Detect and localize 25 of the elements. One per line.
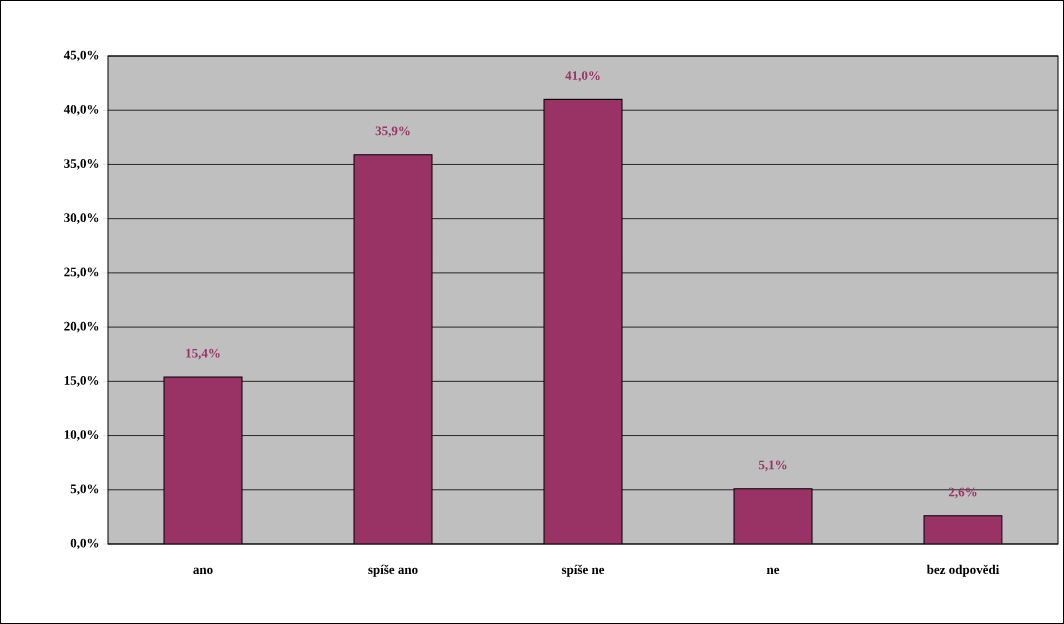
y-tick-label: 40,0% xyxy=(63,104,99,116)
data-label: 15,4% xyxy=(186,348,220,360)
bar xyxy=(163,376,243,544)
y-tick-label: 30,0% xyxy=(64,213,99,224)
y-tick-label: 35,0% xyxy=(64,159,99,170)
y-tick-label: 15,0% xyxy=(64,376,99,387)
data-label: 41,0% xyxy=(565,71,600,82)
y-tick-label: 10,0% xyxy=(64,430,99,441)
bar xyxy=(543,98,623,544)
y-tick-label: 20,0% xyxy=(64,321,99,333)
bar xyxy=(353,154,433,544)
y-tick-label: 45,0% xyxy=(63,50,99,62)
bar xyxy=(733,488,813,544)
y-tick-label: 5,0% xyxy=(70,484,99,496)
y-tick-label: 25,0% xyxy=(64,267,99,279)
x-tick-label: bez odpovědi xyxy=(926,564,1000,577)
x-tick-label: spíše ne xyxy=(561,564,605,577)
data-label: 35,9% xyxy=(375,126,410,138)
y-tick-label: 0,0% xyxy=(70,538,99,550)
x-tick-label: ne xyxy=(766,567,780,574)
data-label: 2,6% xyxy=(948,487,977,499)
data-label: 5,1% xyxy=(758,460,787,472)
x-tick-label: spíše ano xyxy=(368,564,418,577)
x-tick-label: ano xyxy=(193,567,213,574)
bar xyxy=(923,515,1003,544)
